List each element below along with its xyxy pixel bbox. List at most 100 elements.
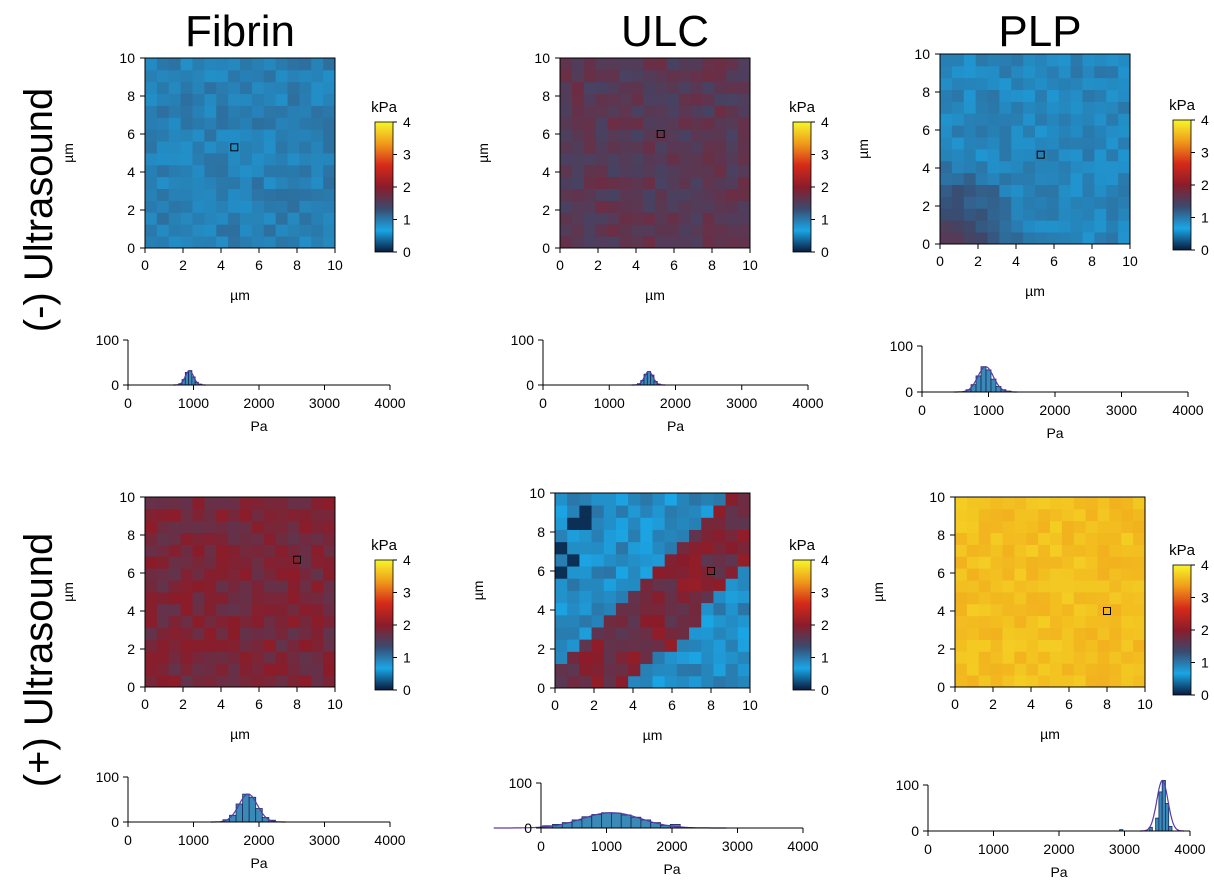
- heatmap-cell: [713, 529, 727, 543]
- heatmap-cell: [655, 141, 668, 154]
- heatmap-cell: [966, 663, 980, 676]
- position-marker: [230, 143, 239, 152]
- heatmap-cell: [655, 105, 668, 118]
- heatmap-cell: [180, 627, 193, 640]
- heatmap-cell: [204, 603, 217, 617]
- heatmap-cell: [676, 614, 690, 628]
- heatmap-cell: [323, 639, 336, 652]
- heatmap-cell: [275, 188, 288, 201]
- heatmap-cell: [1133, 508, 1146, 522]
- colorbar-tick-label: 1: [821, 212, 829, 228]
- heatmap-cell: [204, 508, 217, 522]
- heatmap-cell: [676, 590, 690, 604]
- x-tick-label: 0: [918, 402, 926, 418]
- heatmap-cell: [987, 54, 1000, 67]
- heatmap-cell: [204, 568, 217, 581]
- heatmap-cell: [1118, 172, 1131, 186]
- x-tick-label: 0: [936, 253, 944, 269]
- heatmap-cell: [583, 236, 597, 249]
- heatmap-cell: [999, 172, 1012, 186]
- histogram-bar: [985, 369, 992, 393]
- heatmap-cell: [690, 164, 703, 178]
- heatmap-cell: [615, 493, 629, 506]
- heatmap-cell: [999, 101, 1012, 114]
- heatmap-cell: [955, 508, 968, 522]
- heatmap-cell: [156, 81, 170, 95]
- heatmap-cell: [737, 505, 751, 518]
- y-tick-label: 10: [529, 485, 545, 501]
- heatmap-cell: [560, 236, 573, 249]
- heatmap-cell: [1073, 497, 1087, 510]
- heatmap-cell: [1050, 639, 1063, 652]
- heatmap-cell: [263, 532, 277, 545]
- heatmap-cell: [628, 651, 641, 665]
- colorbar-tick-label: 0: [821, 244, 829, 260]
- heatmap-cell: [1082, 149, 1095, 162]
- heatmap-cell: [676, 639, 690, 652]
- heatmap-cell: [640, 493, 653, 506]
- heatmap-cell: [168, 212, 182, 225]
- heatmap-cell: [1070, 220, 1083, 233]
- heatmap-cell: [940, 232, 953, 245]
- heatmap-cell: [216, 508, 229, 522]
- heatmap-cell: [963, 125, 977, 138]
- heatmap-cell: [713, 566, 727, 579]
- heatmap-cell: [156, 58, 170, 71]
- heatmap-cell: [714, 117, 727, 130]
- heatmap-cell: [1085, 615, 1098, 629]
- heatmap-cell: [951, 137, 965, 150]
- heatmap-cell: [1061, 675, 1075, 688]
- heatmap-cell: [664, 627, 678, 640]
- heatmap-cell: [640, 505, 653, 518]
- heatmap-cell: [323, 141, 336, 154]
- heatmap-cell: [1073, 556, 1087, 569]
- heatmap-cell: [228, 176, 241, 190]
- heatmap-cell: [168, 81, 182, 95]
- heatmap-cell: [652, 639, 666, 652]
- y-tick-label: 4: [127, 164, 135, 180]
- heatmap-cell: [1058, 65, 1072, 79]
- heatmap-cell: [643, 212, 656, 225]
- heatmap-cell: [619, 81, 632, 95]
- heatmap-cell: [652, 505, 666, 518]
- heatmap-cell: [1002, 580, 1015, 593]
- heatmap-cell: [180, 497, 193, 510]
- y-tick-label: 6: [127, 565, 135, 581]
- heatmap-cell: [216, 663, 229, 676]
- heatmap-cell: [275, 568, 288, 581]
- heatmap-cell: [583, 153, 597, 166]
- heatmap-cell: [583, 224, 597, 237]
- heatmap-cell: [737, 602, 751, 616]
- heatmap-cell: [192, 544, 205, 557]
- heatmap-cell: [228, 224, 241, 237]
- y-tick-label: 100: [96, 769, 120, 785]
- heatmap-cell: [168, 69, 182, 83]
- heatmap-cell: [1082, 160, 1095, 174]
- heatmap-cell: [975, 184, 988, 197]
- heatmap-cell: [1097, 497, 1110, 510]
- heatmap-cell: [725, 529, 739, 543]
- heatmap-cell: [726, 153, 739, 166]
- heatmap-cell: [940, 89, 953, 102]
- heatmap-cell: [603, 578, 617, 591]
- heatmap-cell: [168, 568, 182, 581]
- heatmap-cell: [987, 65, 1000, 79]
- heatmap-cell: [251, 615, 265, 629]
- heatmap-cell: [1082, 196, 1095, 209]
- heatmap-cell: [567, 505, 580, 518]
- heatmap-cell: [204, 58, 217, 71]
- heatmap-cell: [156, 129, 170, 142]
- heatmap-cell: [689, 614, 702, 628]
- heatmap-cell: [726, 93, 739, 106]
- heatmap-cell: [251, 580, 265, 593]
- heatmap-cell: [1046, 172, 1060, 186]
- heatmap-cell: [966, 639, 980, 652]
- heatmap-cell: [676, 517, 690, 530]
- heatmap-cell: [311, 663, 324, 676]
- heatmap-cell: [951, 196, 965, 209]
- heatmap-cell: [168, 176, 182, 190]
- heatmap-cell: [664, 517, 678, 530]
- heatmap-cell: [963, 196, 977, 209]
- heatmap-cell: [631, 117, 644, 130]
- heatmap-cell: [299, 141, 312, 154]
